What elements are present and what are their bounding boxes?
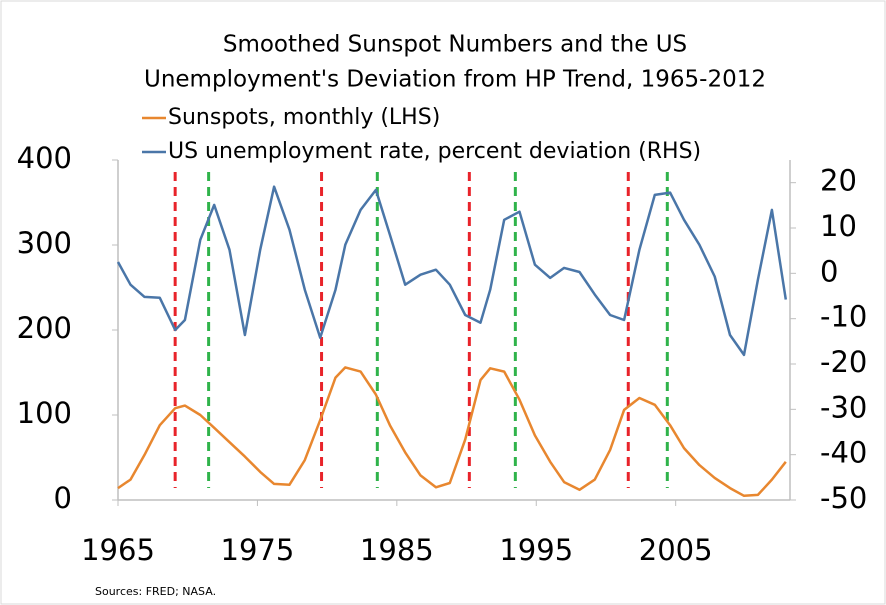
y-tick-label: 100	[17, 396, 72, 430]
x-tick-label: 2005	[639, 533, 713, 567]
y2-tick-label: 10	[820, 209, 857, 243]
x-tick-label: 1985	[360, 533, 434, 567]
x-tick-label: 1965	[81, 533, 155, 567]
y2-tick-label: 20	[820, 164, 857, 198]
legend-label: Sunspots, monthly (LHS)	[168, 105, 440, 130]
y2-tick-label: -20	[820, 345, 867, 379]
y2-tick-label: 0	[820, 254, 838, 288]
y2-tick-label: -10	[820, 300, 867, 334]
series-line	[116, 185, 788, 357]
chart-title: Unemployment's Deviation from HP Trend, …	[144, 67, 766, 93]
x-tick-label: 1995	[499, 533, 573, 567]
source-note: Sources: FRED; NASA.	[95, 585, 216, 598]
y2-tick-label: -50	[820, 481, 867, 515]
y-tick-label: 0	[54, 481, 72, 515]
y-tick-label: 200	[17, 311, 72, 345]
legend-label: US unemployment rate, percent deviation …	[168, 139, 701, 164]
series-line	[117, 366, 787, 498]
chart-title: Smoothed Sunspot Numbers and the US	[223, 32, 687, 58]
y2-tick-label: -30	[820, 390, 867, 424]
y-tick-label: 400	[17, 141, 72, 175]
y-tick-label: 300	[17, 226, 72, 260]
y2-tick-label: -40	[820, 436, 867, 470]
x-tick-label: 1975	[221, 533, 295, 567]
